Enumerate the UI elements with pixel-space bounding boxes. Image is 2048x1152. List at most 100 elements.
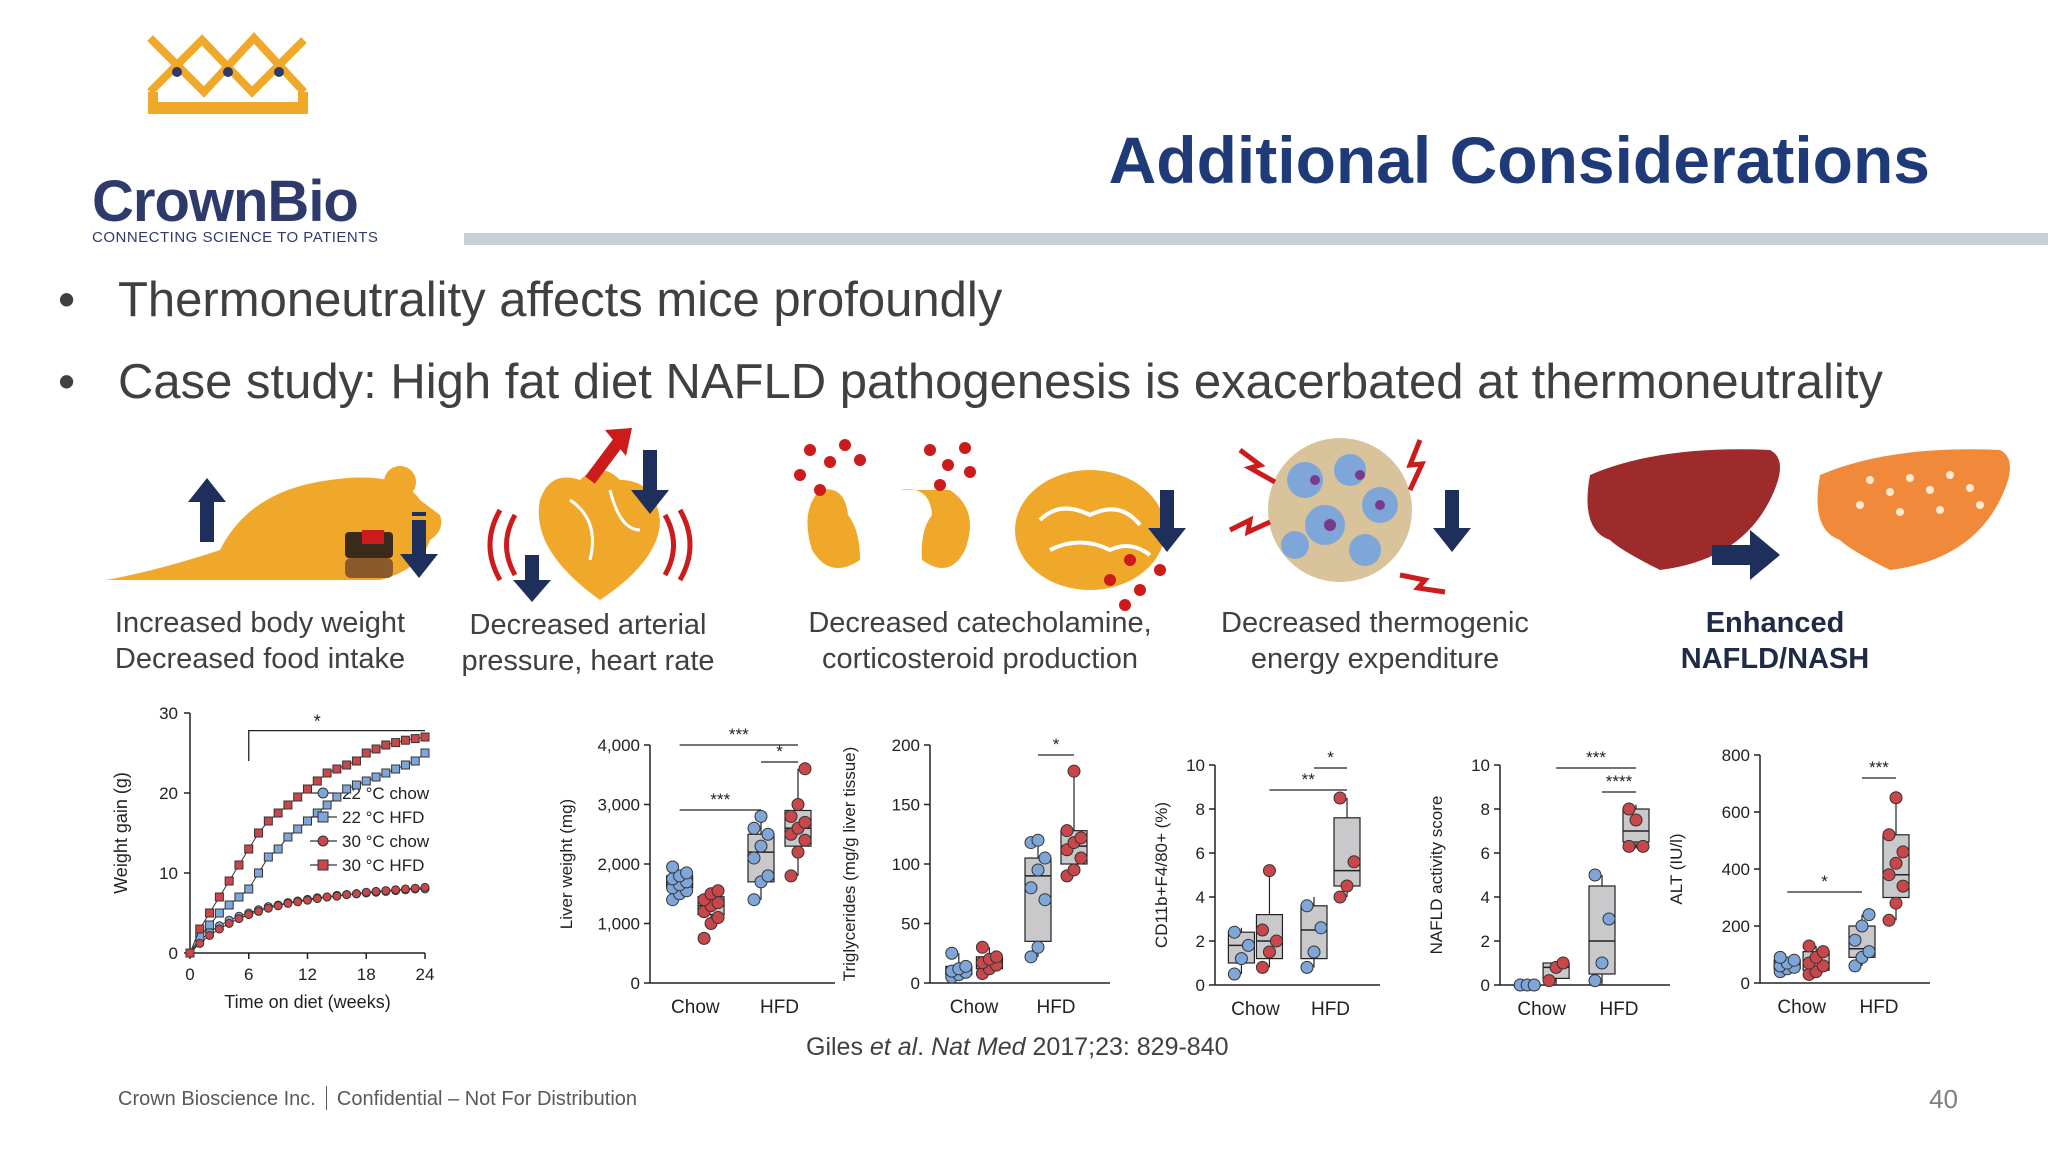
- y-tick-label: 8: [1196, 800, 1205, 819]
- data-point: [1031, 863, 1045, 877]
- data-point: [263, 816, 273, 826]
- data-point: [1333, 791, 1347, 805]
- data-point: [263, 852, 273, 862]
- y-tick-label: 200: [892, 736, 920, 755]
- data-point: [420, 882, 430, 892]
- y-tick-label: 0: [911, 974, 920, 993]
- data-point: [381, 886, 391, 896]
- caption-line: energy expenditure: [1250, 643, 1500, 675]
- slide-title: Additional Considerations: [1108, 123, 1930, 197]
- data-point: [312, 894, 322, 904]
- logo-tagline: CONNECTING SCIENCE TO PATIENTS: [92, 229, 379, 246]
- adrenal-brain-icon: [794, 439, 1166, 611]
- data-point: [1556, 956, 1570, 970]
- data-point: [1347, 855, 1361, 869]
- y-tick-label: 30: [159, 704, 178, 723]
- data-point: [195, 938, 205, 948]
- data-point: [361, 776, 371, 786]
- y-tick-label: 0: [1196, 976, 1205, 995]
- y-tick-label: 4: [1196, 888, 1205, 907]
- data-point: [1595, 956, 1609, 970]
- logo-wordmark: CrownBio: [92, 169, 359, 234]
- data-point: [711, 911, 725, 925]
- y-tick-label: 50: [901, 915, 920, 934]
- data-point: [1024, 950, 1038, 964]
- data-point: [244, 844, 254, 854]
- data-point: [1896, 845, 1910, 859]
- data-point: [391, 885, 401, 895]
- footer-confidential: Confidential – Not For Distribution: [336, 1088, 638, 1110]
- data-point: [244, 910, 254, 920]
- up-arrow-icon: [188, 478, 226, 542]
- y-tick-label: 100: [892, 855, 920, 874]
- x-axis-label: Time on diet (weeks): [224, 992, 390, 1012]
- y-tick-label: 600: [1722, 803, 1750, 822]
- data-point: [224, 900, 234, 910]
- data-point: [293, 792, 303, 802]
- y-axis-label: Liver weight (mg): [557, 799, 576, 929]
- data-point: [273, 844, 283, 854]
- data-point: [1862, 908, 1876, 922]
- data-point: [224, 876, 234, 886]
- data-point: [1882, 868, 1896, 882]
- data-point: [1031, 940, 1045, 954]
- data-point: [234, 892, 244, 902]
- y-tick-label: 4: [1481, 888, 1490, 907]
- footer-separator: [325, 1086, 327, 1110]
- data-point: [361, 748, 371, 758]
- citation: Giles et al. Nat Med 2017;23: 829-840: [806, 1033, 1229, 1062]
- x-category-label: HFD: [1036, 997, 1075, 1018]
- data-point: [1848, 959, 1862, 973]
- y-tick-label: 10: [159, 864, 178, 883]
- data-point: [1340, 879, 1354, 893]
- significance-label: *: [776, 742, 783, 761]
- data-point: [214, 908, 224, 918]
- caption-body-weight: Increased body weight Decreased food int…: [100, 605, 420, 677]
- data-point: [1300, 899, 1314, 913]
- legend-label: 30 °C HFD: [342, 856, 424, 875]
- data-point: [1269, 934, 1283, 948]
- y-tick-label: 3,000: [597, 796, 640, 815]
- data-point: [791, 845, 805, 859]
- down-arrow-icon: [513, 555, 551, 602]
- significance-label: ***: [1586, 748, 1606, 767]
- data-point: [666, 860, 680, 874]
- legend-marker: [317, 811, 329, 823]
- legend-label: 22 °C HFD: [342, 808, 424, 827]
- data-point: [371, 886, 381, 896]
- data-point: [205, 908, 215, 918]
- data-point: [1889, 856, 1903, 870]
- adipocyte-icon: [1228, 438, 1446, 595]
- data-point: [754, 839, 768, 853]
- footer: Crown Bioscience Inc. Confidential – Not …: [118, 1086, 637, 1111]
- data-point: [254, 828, 264, 838]
- caption-line: Decreased thermogenic: [1221, 607, 1529, 639]
- significance-label: *: [1053, 735, 1060, 754]
- data-point: [1588, 974, 1602, 988]
- mouse-icon: [106, 466, 442, 580]
- data-point: [697, 931, 711, 945]
- data-point: [1038, 851, 1052, 865]
- caption-arterial: Decreased arterial pressure, heart rate: [438, 607, 738, 679]
- data-point: [754, 809, 768, 823]
- caption-line: Decreased catecholamine,: [808, 607, 1152, 639]
- data-point: [1848, 933, 1862, 947]
- x-category-label: HFD: [1859, 997, 1898, 1018]
- data-point: [322, 768, 332, 778]
- data-point: [214, 924, 224, 934]
- data-point: [410, 734, 420, 744]
- data-point: [420, 748, 430, 758]
- bullet-dot: •: [58, 355, 76, 409]
- caption-line: NAFLD/NASH: [1680, 643, 1870, 675]
- y-tick-label: 2,000: [597, 855, 640, 874]
- data-point: [1855, 919, 1869, 933]
- data-point: [234, 860, 244, 870]
- data-point: [214, 892, 224, 902]
- data-point: [711, 884, 725, 898]
- data-point: [747, 893, 761, 907]
- data-point: [1602, 912, 1616, 926]
- data-point: [1255, 923, 1269, 937]
- data-point: [1074, 831, 1088, 845]
- data-point: [273, 808, 283, 818]
- data-point: [680, 866, 694, 880]
